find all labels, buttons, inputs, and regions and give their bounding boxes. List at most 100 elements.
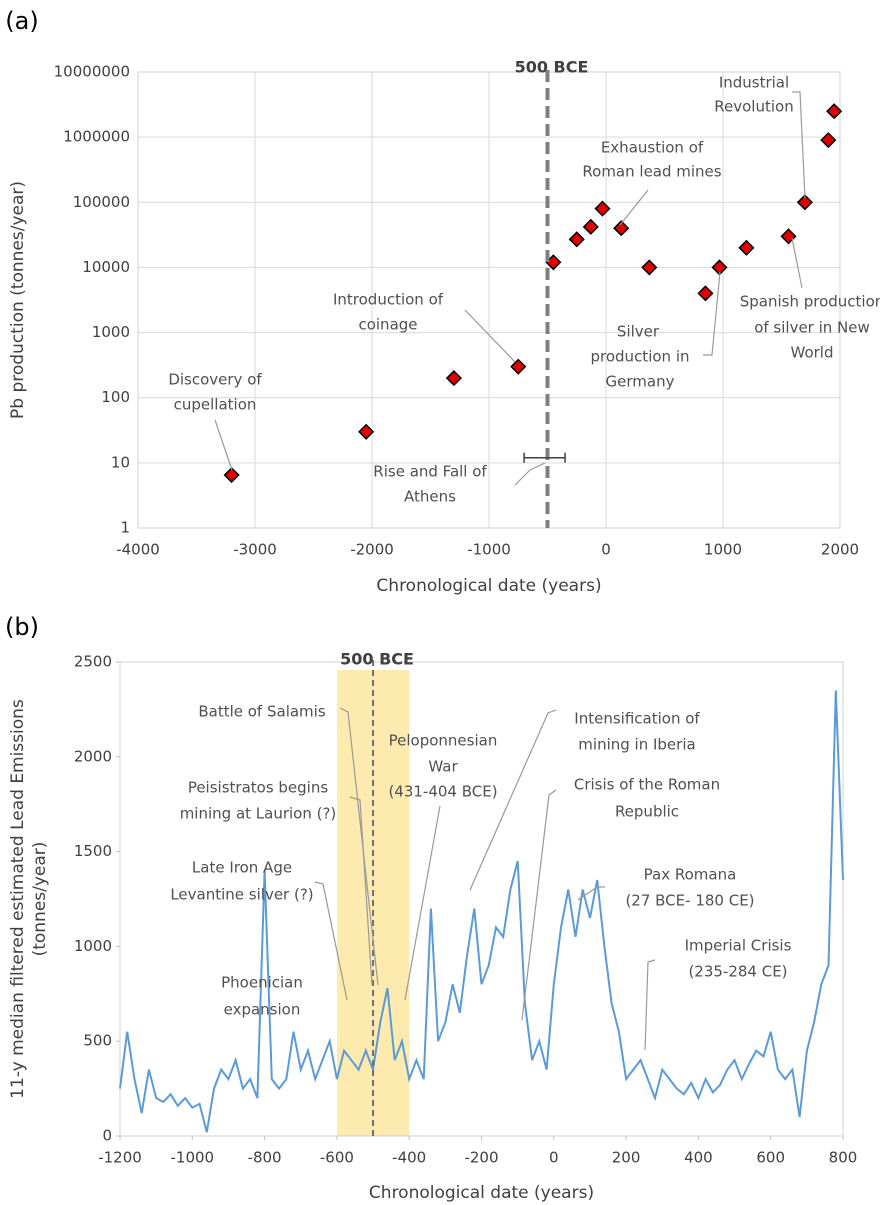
data-point [796, 194, 813, 211]
y-tick-label: 1000000 [63, 128, 130, 146]
data-line [119, 690, 844, 1133]
data-point [820, 132, 837, 149]
annotation: Battle of Salamis [198, 703, 325, 721]
leader-line [703, 271, 721, 356]
data-point [780, 228, 797, 245]
x-tick-label: -800 [248, 1149, 282, 1167]
plot-frame [119, 661, 844, 1137]
annotation: Crisis of the Roman [574, 776, 720, 794]
panel-label: (b) [5, 613, 39, 641]
leader-line [349, 796, 373, 986]
x-tick-label: -600 [320, 1149, 354, 1167]
y-tick-label: 1000 [74, 937, 112, 955]
annotation: Imperial Crisis [685, 937, 792, 955]
x-tick-label: -200 [464, 1149, 498, 1167]
x-tick-label: 1000 [704, 541, 742, 559]
annotation: Spanish production [740, 293, 880, 311]
data-point [613, 220, 630, 237]
x-tick-label: -400 [392, 1149, 426, 1167]
leader-line [314, 881, 348, 1001]
x-tick-label: 2000 [821, 541, 859, 559]
data-point [738, 239, 755, 256]
leader-line [514, 462, 546, 486]
annotation: Discovery of [168, 371, 262, 389]
annotation: Phoenician [221, 974, 303, 992]
x-tick-label: 0 [549, 1149, 559, 1167]
annotation: Pax Romana [644, 866, 737, 884]
x-axis-title: Chronological date (years) [369, 1183, 594, 1203]
data-point [594, 200, 611, 217]
annotation: Late Iron Age [192, 859, 292, 877]
panel-label: (a) [5, 7, 38, 35]
x-tick-label: -1200 [98, 1149, 142, 1167]
annotation: Roman lead mines [582, 163, 721, 181]
annotation: Revolution [714, 98, 793, 116]
data-point [223, 466, 240, 484]
annotation: Industrial [719, 74, 789, 92]
annotation: World [791, 344, 834, 362]
y-tick-label: 500 [83, 1032, 112, 1050]
leader-line [469, 709, 557, 891]
annotation: expansion [224, 1001, 301, 1019]
y-tick-label: 100000 [73, 193, 130, 211]
y-tick-label: 0 [102, 1127, 112, 1145]
data-point [582, 218, 599, 235]
leader-line [577, 886, 605, 901]
x-tick-label: 400 [684, 1149, 713, 1167]
annotation: coinage [358, 316, 417, 334]
y-tick-label: 10000000 [54, 63, 130, 81]
x-tick-label: -1000 [171, 1149, 215, 1167]
x-tick-label: -4000 [116, 541, 160, 559]
y-tick-label: 2000 [74, 747, 112, 765]
annotation: Germany [606, 373, 675, 391]
x-tick-label: -3000 [233, 541, 277, 559]
y-tick-label: 2500 [74, 653, 112, 671]
leader-line [464, 309, 516, 363]
data-point [641, 259, 658, 276]
x-tick-label: -1000 [467, 541, 511, 559]
annotation: Athens [404, 488, 456, 506]
x-tick-label: 800 [829, 1149, 858, 1167]
annotation: (235-284 CE) [688, 963, 787, 981]
y-tick-label: 1000 [92, 323, 130, 341]
leader-line [791, 237, 803, 289]
reference-label: 500 BCE [515, 58, 589, 77]
annotation: production in [591, 348, 690, 366]
annotation: Peisistratos begins [188, 779, 329, 797]
annotation: Intensification of [574, 710, 700, 728]
annotation: Peloponnesian [389, 732, 498, 750]
leader-line [792, 91, 806, 199]
x-tick-label: 600 [756, 1149, 785, 1167]
annotation: Exhaustion of [601, 139, 704, 157]
annotation: Levantine silver (?) [170, 886, 313, 904]
annotation: Silver [617, 323, 660, 341]
data-point [826, 103, 843, 120]
y-tick-label: 10 [111, 453, 130, 471]
y-tick-label: 100 [101, 388, 130, 406]
reference-label: 500 BCE [340, 650, 414, 669]
data-point [510, 358, 527, 375]
annotation: (431-404 BCE) [388, 783, 497, 801]
annotation: Rise and Fall of [373, 463, 487, 481]
y-axis-title: (tonnes/year) [30, 842, 50, 957]
x-tick-label: -2000 [350, 541, 394, 559]
y-axis-title: 11-y median filtered estimated Lead Emis… [8, 699, 28, 1099]
y-tick-label: 10000 [82, 258, 130, 276]
data-point [358, 423, 375, 440]
leader-line [619, 189, 649, 226]
annotation: mining at Laurion (?) [180, 805, 337, 823]
x-tick-label: 200 [612, 1149, 641, 1167]
leader-line [404, 805, 441, 1001]
leader-line [644, 959, 656, 1051]
annotation: (27 BCE- 180 CE) [625, 892, 754, 910]
annotation: Introduction of [333, 291, 444, 309]
data-point [568, 231, 585, 248]
data-point [697, 285, 714, 302]
leader-line [339, 707, 379, 986]
x-tick-label: 0 [601, 541, 611, 559]
leader-line [214, 419, 233, 471]
y-axis-title: Pb production (tonnes/year) [8, 181, 28, 419]
annotation: Republic [615, 803, 679, 821]
